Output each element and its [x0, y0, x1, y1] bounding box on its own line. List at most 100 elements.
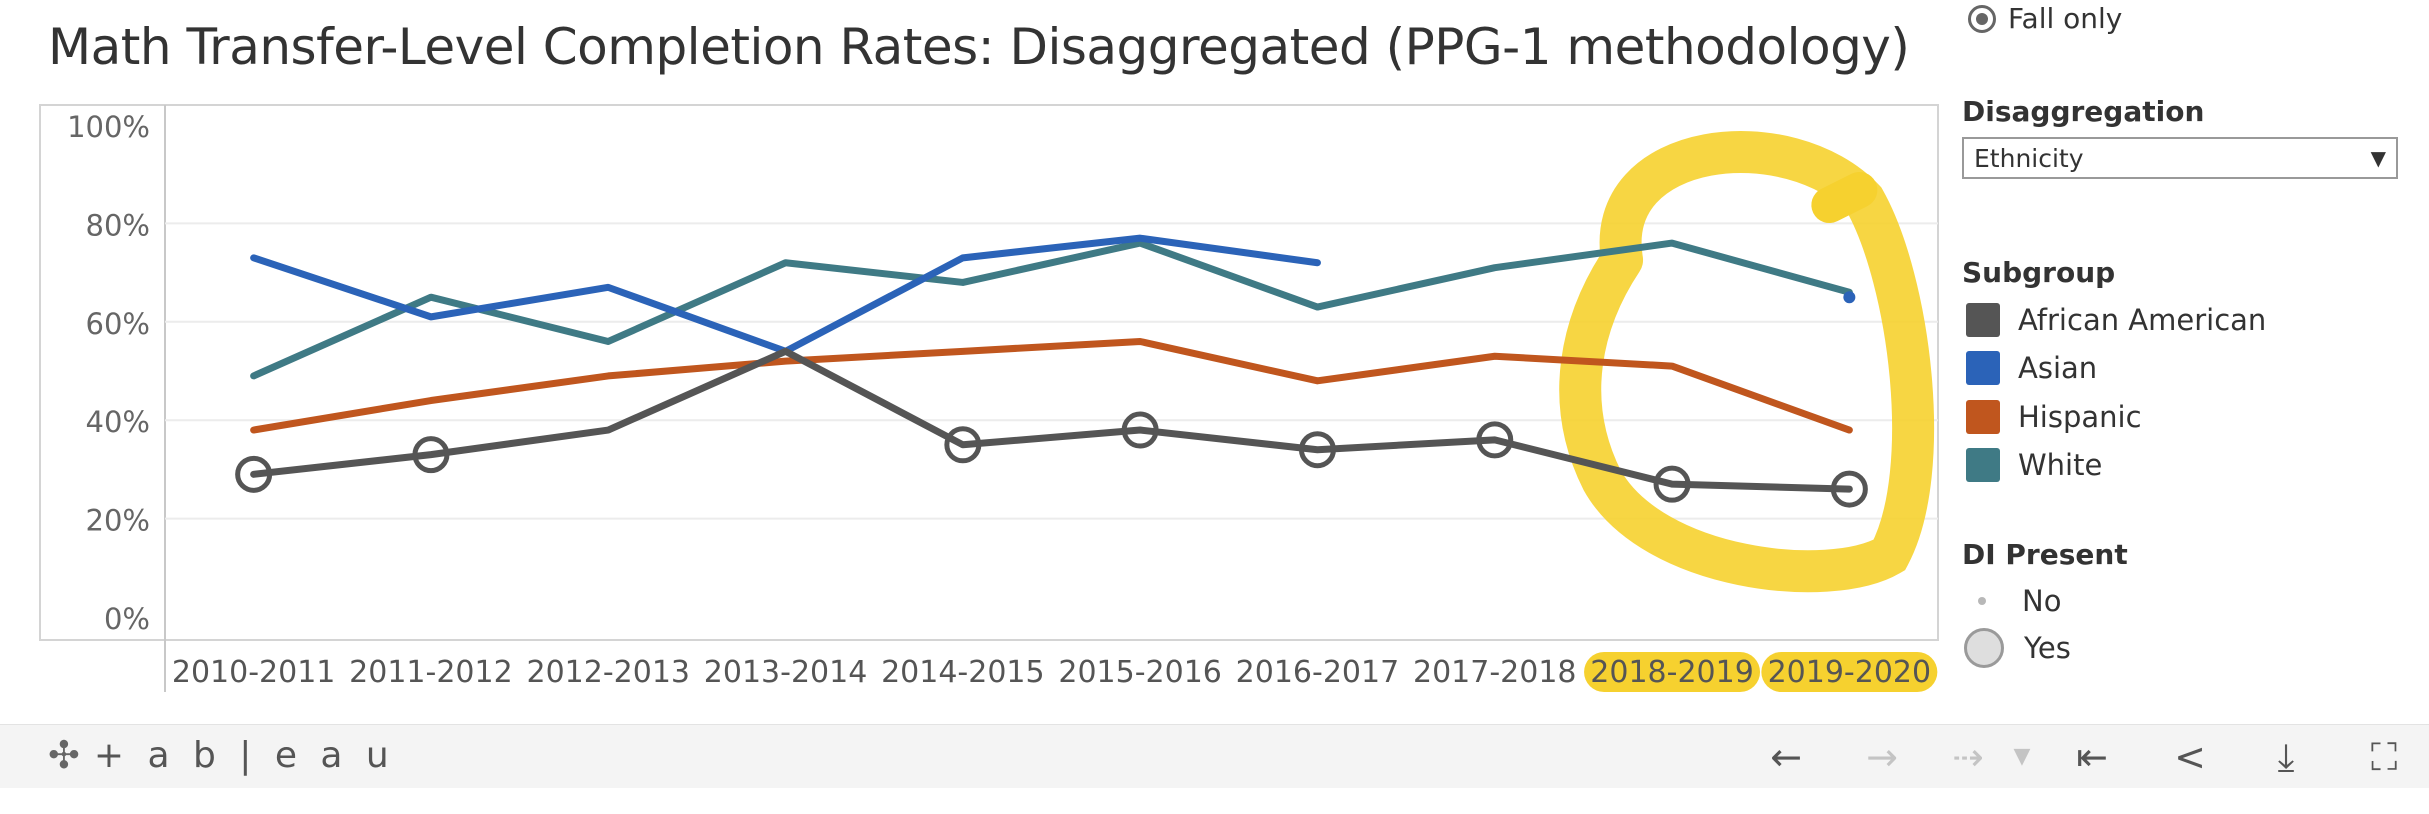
x-tick-label: 2013-2014 [704, 655, 868, 690]
di-yes-label: Yes [2024, 631, 2071, 665]
legend-item-african-american[interactable]: African American [1966, 303, 2266, 337]
y-tick-label: 60% [86, 307, 150, 341]
reset-icon[interactable]: ⇤ [2076, 735, 2108, 779]
legend-swatch [1966, 351, 2000, 385]
legend-label: Hispanic [2018, 400, 2142, 434]
y-tick-label: 0% [104, 602, 150, 636]
chevron-down-icon: ▼ [2370, 146, 2386, 170]
y-tick-label: 20% [86, 504, 150, 538]
legend-item-hispanic[interactable]: Hispanic [1966, 400, 2142, 434]
x-tick-label: 2019-2020 [1768, 655, 1932, 690]
data-point-asian [1315, 261, 1319, 265]
series-line-african-american [250, 347, 1853, 493]
di-legend-yes[interactable]: Yes [1964, 628, 2071, 668]
data-point-di-african-american [412, 436, 450, 474]
data-point-hispanic [252, 428, 256, 432]
small-dot-icon [1978, 597, 1986, 605]
x-tick-highlight [1761, 652, 1938, 692]
data-point-di-african-american [1121, 411, 1159, 449]
data-point-hispanic [784, 359, 788, 363]
di-present-label: DI Present [1962, 538, 2128, 571]
footer-spacer [0, 788, 2429, 814]
legend-item-asian[interactable]: Asian [1966, 351, 2097, 385]
data-point-white [606, 339, 610, 343]
di-legend-no[interactable]: No [1978, 584, 2061, 618]
data-point-asian [429, 315, 433, 319]
data-point-di-african-american [235, 455, 273, 493]
disaggregation-select[interactable]: Ethnicity ▼ [1962, 137, 2398, 179]
disaggregation-value: Ethnicity [1974, 143, 2084, 173]
x-tick-label: 2012-2013 [526, 655, 690, 690]
y-tick-label: 100% [67, 110, 150, 144]
di-no-label: No [2022, 584, 2062, 618]
x-tick-label: 2018-2019 [1590, 655, 1754, 690]
data-point-asian [1138, 236, 1142, 240]
data-point-di-african-american [1298, 431, 1336, 469]
fullscreen-icon[interactable]: ⛶ [2370, 735, 2398, 779]
redo-icon[interactable]: → [1866, 735, 1898, 779]
x-tick-label: 2010-2011 [172, 655, 336, 690]
share-icon[interactable]: < [2174, 735, 2206, 779]
data-point-asian [961, 256, 965, 260]
legend-swatch [1966, 448, 2000, 482]
data-point-white [784, 261, 788, 265]
data-point-hispanic [429, 399, 433, 403]
revert-icon[interactable]: ⇢ [1952, 735, 1984, 779]
download-icon[interactable]: ⤓ [2277, 735, 2295, 779]
large-circle-icon [1964, 628, 2004, 668]
subgroup-label: Subgroup [1962, 256, 2116, 289]
x-tick-label: 2016-2017 [1236, 655, 1400, 690]
data-point-hispanic [1138, 339, 1142, 343]
legend-item-white[interactable]: White [1966, 448, 2102, 482]
radio-label: Fall only [2008, 2, 2123, 35]
fall-only-radio[interactable]: Fall only [1968, 2, 2122, 35]
data-point-asian [606, 285, 610, 289]
highlight-scribble [1559, 131, 1935, 593]
y-tick-label: 80% [86, 208, 150, 242]
data-point-di-african-american [944, 426, 982, 464]
data-point-hispanic [1493, 354, 1497, 358]
line-chart: 0% 20% 40% 60% 80% 100% 2010-2011 2011-2012 2012… [39, 104, 1939, 692]
series-line-asian [250, 234, 1321, 355]
data-point-di-african-american [1653, 465, 1691, 503]
tableau-toolbar: ✣ + a b | e a u ← → ⇢ ▼ ⇤ < ⤓ ⛶ [0, 724, 2429, 789]
data-point-white [1670, 241, 1674, 245]
undo-icon[interactable]: ← [1770, 735, 1802, 779]
data-point-hispanic [606, 374, 610, 378]
data-point-african-american [606, 428, 610, 432]
legend-swatch [1966, 303, 2000, 337]
x-tick-highlight [1584, 652, 1761, 692]
data-point-hispanic [961, 349, 965, 353]
x-tick-label: 2015-2016 [1058, 655, 1222, 690]
data-point-african-american [784, 349, 788, 353]
disaggregation-label: Disaggregation [1962, 95, 2205, 128]
data-point-di-african-american [1476, 421, 1514, 459]
series-line-white [250, 239, 1853, 380]
legend-swatch [1966, 400, 2000, 434]
data-point-hispanic [1847, 428, 1851, 432]
data-point-white [1315, 305, 1319, 309]
legend-label: Asian [2018, 351, 2098, 385]
data-point-white [429, 295, 433, 299]
tableau-mark-icon: ✣ [48, 733, 80, 777]
legend-label: White [2018, 448, 2103, 482]
y-tick-label: 40% [86, 405, 150, 439]
plot-frame [39, 104, 1939, 641]
tableau-wordmark: + a b | e a u [93, 734, 395, 776]
x-tick-label: 2014-2015 [881, 655, 1045, 690]
data-point-di-african-american [1830, 470, 1868, 508]
tableau-logo[interactable]: ✣ + a b | e a u [48, 733, 395, 777]
x-tick-label: 2011-2012 [349, 655, 513, 690]
chart-title: Math Transfer-Level Completion Rates: Di… [48, 18, 1910, 76]
highlight-scribble-tail [1811, 172, 1878, 223]
dropdown-icon[interactable]: ▼ [2013, 744, 2031, 769]
data-point-hispanic [1670, 364, 1674, 368]
data-point-white [961, 280, 965, 284]
data-point-white [1493, 266, 1497, 270]
data-point-white [252, 374, 256, 378]
radio-selected-icon [1968, 4, 1996, 33]
legend-label: African American [2018, 303, 2267, 337]
data-point-asian [1843, 291, 1856, 304]
series-line-hispanic [250, 337, 1853, 434]
data-point-asian [252, 256, 256, 260]
